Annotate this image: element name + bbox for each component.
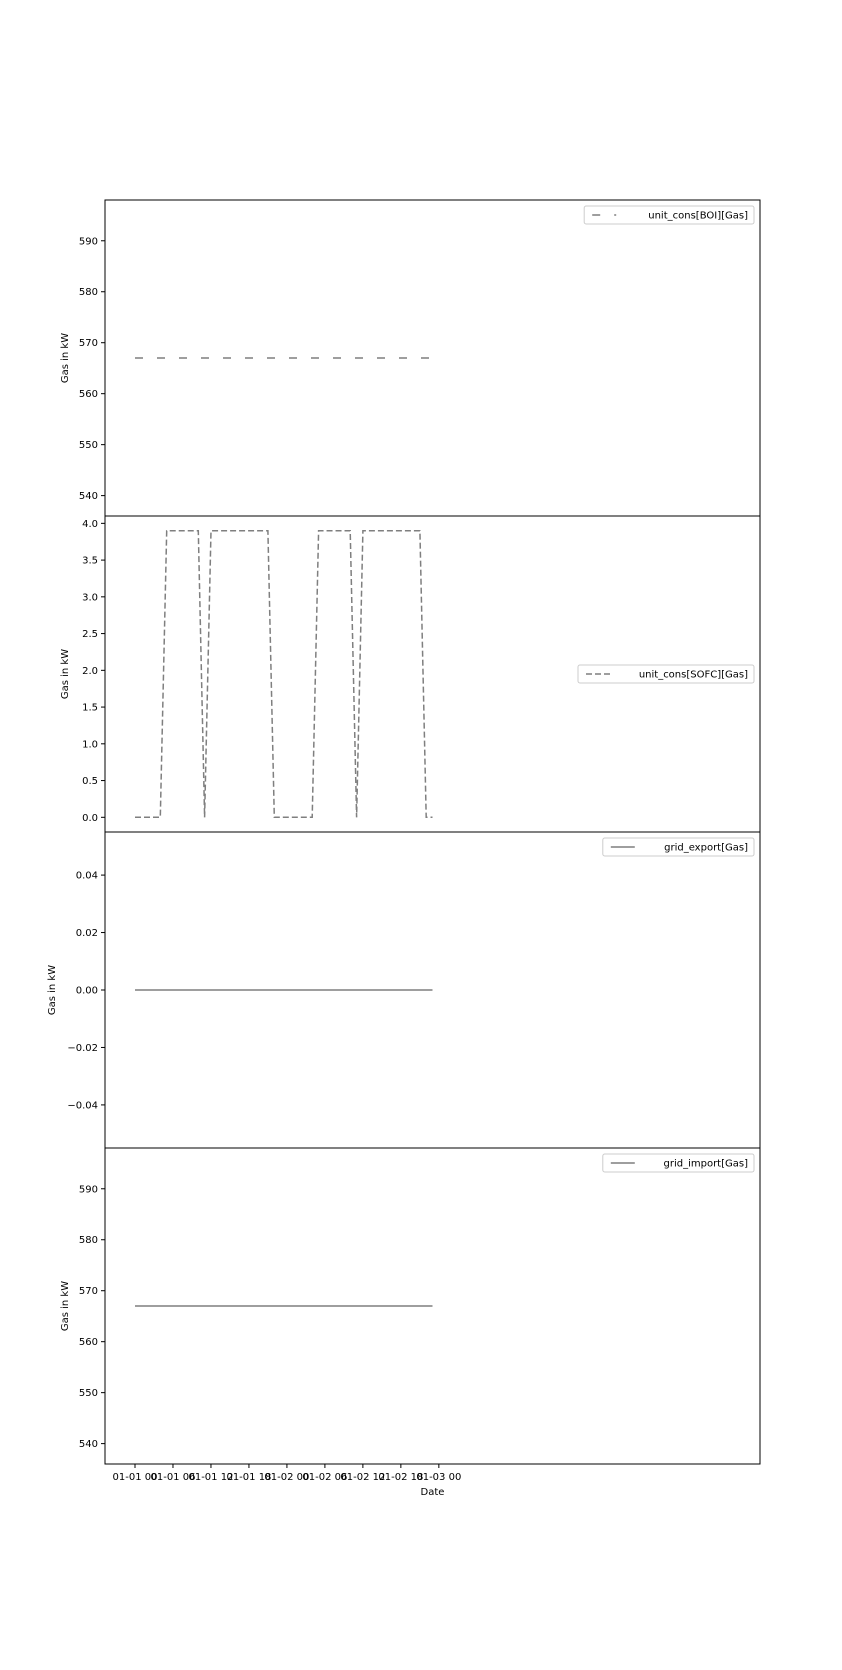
y-tick-label: 580 (79, 287, 98, 298)
y-tick-label: 0.04 (76, 871, 98, 882)
x-tick-label: 01-02 06 (302, 1472, 347, 1483)
legend-entry: grid_export[Gas] (664, 843, 748, 854)
y-tick-label: 0.0 (82, 813, 98, 824)
y-tick-label: −0.04 (67, 1100, 98, 1111)
y-tick-label: 0.00 (76, 986, 98, 997)
y-tick-label: 550 (79, 1388, 98, 1399)
y-axis-label: Gas in kW (60, 333, 71, 383)
y-tick-label: 570 (79, 338, 98, 349)
y-tick-label: 560 (79, 389, 98, 400)
y-tick-label: 590 (79, 236, 98, 247)
y-tick-label: 570 (79, 1286, 98, 1297)
legend: unit_cons[SOFC][Gas] (577, 664, 755, 684)
y-tick-label: 540 (79, 491, 98, 502)
subplot-1: 540 550 560 570 580 590 Gas in kW unit_cons[BOI… (60, 199, 761, 517)
x-tick-label: 01-01 18 (226, 1472, 271, 1483)
x-tick-label: 01-01 06 (150, 1472, 195, 1483)
x-tick-label: 01-01 00 (113, 1472, 158, 1483)
x-tick-label: 01-02 18 (378, 1472, 423, 1483)
axes-frame (104, 1147, 761, 1465)
x-tick-label: 01-02 00 (264, 1472, 309, 1483)
y-tick-label: 550 (79, 440, 98, 451)
series-line-2 (135, 529, 433, 819)
y-tick-label: 580 (79, 1235, 98, 1246)
x-tick-label: 01-02 12 (340, 1472, 385, 1483)
legend-box (602, 1153, 755, 1173)
y-axis-label: Gas in kW (47, 965, 58, 1015)
y-tick-label: 560 (79, 1337, 98, 1348)
legend: unit_cons[BOI][Gas] (583, 205, 755, 225)
legend-entry: grid_import[Gas] (664, 1159, 749, 1170)
y-tick-label: 3.0 (82, 592, 98, 603)
legend: grid_export[Gas] (602, 837, 755, 857)
y-tick-label: 1.0 (82, 739, 98, 750)
y-tick-label: 3.5 (82, 556, 98, 567)
y-axis-label: Gas in kW (60, 1281, 71, 1331)
y-tick-label: 590 (79, 1184, 98, 1195)
subplot-3: −0.04 −0.02 0.00 0.02 0.04 Gas in kW grid_expo… (47, 831, 761, 1149)
y-axis-label: Gas in kW (60, 649, 71, 699)
y-tick-label: 540 (79, 1439, 98, 1450)
legend-box (583, 205, 755, 225)
y-tick-label: 0.02 (76, 928, 98, 939)
legend: grid_import[Gas] (602, 1153, 755, 1173)
x-tick-label: 01-01 12 (188, 1472, 233, 1483)
y-tick-label: 4.0 (82, 519, 98, 530)
x-tick-label: 01-03 00 (416, 1472, 461, 1483)
subplot-2: 0.0 0.5 1.0 1.5 2.0 2.5 3.0 3.5 4.0 Gas in kW unit… (60, 515, 761, 833)
y-tick-label: 2.0 (82, 666, 98, 677)
legend-box (577, 664, 755, 684)
y-tick-label: 2.5 (82, 629, 98, 640)
legend-box (602, 837, 755, 857)
legend-entry: unit_cons[SOFC][Gas] (639, 670, 748, 681)
y-tick-label: −0.02 (67, 1043, 98, 1054)
legend-entry: unit_cons[BOI][Gas] (648, 211, 748, 222)
x-axis-label: Date (421, 1487, 445, 1498)
y-tick-label: 1.5 (82, 703, 98, 714)
y-tick-label: 0.5 (82, 776, 98, 787)
